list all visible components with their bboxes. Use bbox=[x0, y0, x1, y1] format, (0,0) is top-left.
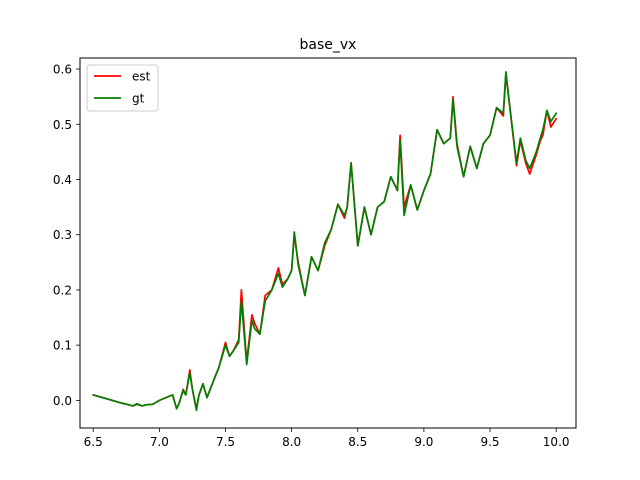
y-axis: 0.0 0.1 0.2 0.3 0.4 0.5 0.6 bbox=[53, 63, 80, 408]
x-tick-label: 9.0 bbox=[414, 435, 433, 449]
plot-area: 6.5 7.0 7.5 8.0 8.5 9.0 9.5 10.0 0.00.10.20.30.… bbox=[53, 57, 577, 449]
axes-frame bbox=[79, 57, 577, 429]
series-line-gt bbox=[92, 70, 558, 412]
x-axis: 6.5 7.0 7.5 8.0 8.5 9.0 9.5 10.0 bbox=[84, 428, 570, 449]
legend-label-est: est bbox=[132, 70, 151, 84]
x-tick-label: 10.0 bbox=[543, 435, 570, 449]
chart-title: base_vx bbox=[300, 37, 357, 53]
legend: est gt bbox=[86, 64, 159, 112]
legend-label-gt: gt bbox=[132, 92, 145, 106]
y-tick-label: 0.2 bbox=[53, 283, 72, 297]
y-tick-label: 0.0 bbox=[53, 394, 72, 408]
x-tick-label: 7.0 bbox=[150, 435, 169, 449]
x-tick-label: 8.0 bbox=[282, 435, 301, 449]
series-layer bbox=[92, 70, 558, 412]
y-tick-label: 0.3 bbox=[53, 228, 72, 242]
x-tick-label: 9.5 bbox=[480, 435, 499, 449]
x-tick-label: 7.5 bbox=[216, 435, 235, 449]
x-tick-label: 8.5 bbox=[348, 435, 367, 449]
y-tick-label: 0.4 bbox=[53, 173, 72, 187]
y-tick-label: 0.1 bbox=[53, 339, 72, 353]
x-tick-label: 6.5 bbox=[84, 435, 103, 449]
y-tick-label: 0.5 bbox=[53, 118, 72, 132]
y-tick-label: 0.6 bbox=[53, 63, 72, 77]
